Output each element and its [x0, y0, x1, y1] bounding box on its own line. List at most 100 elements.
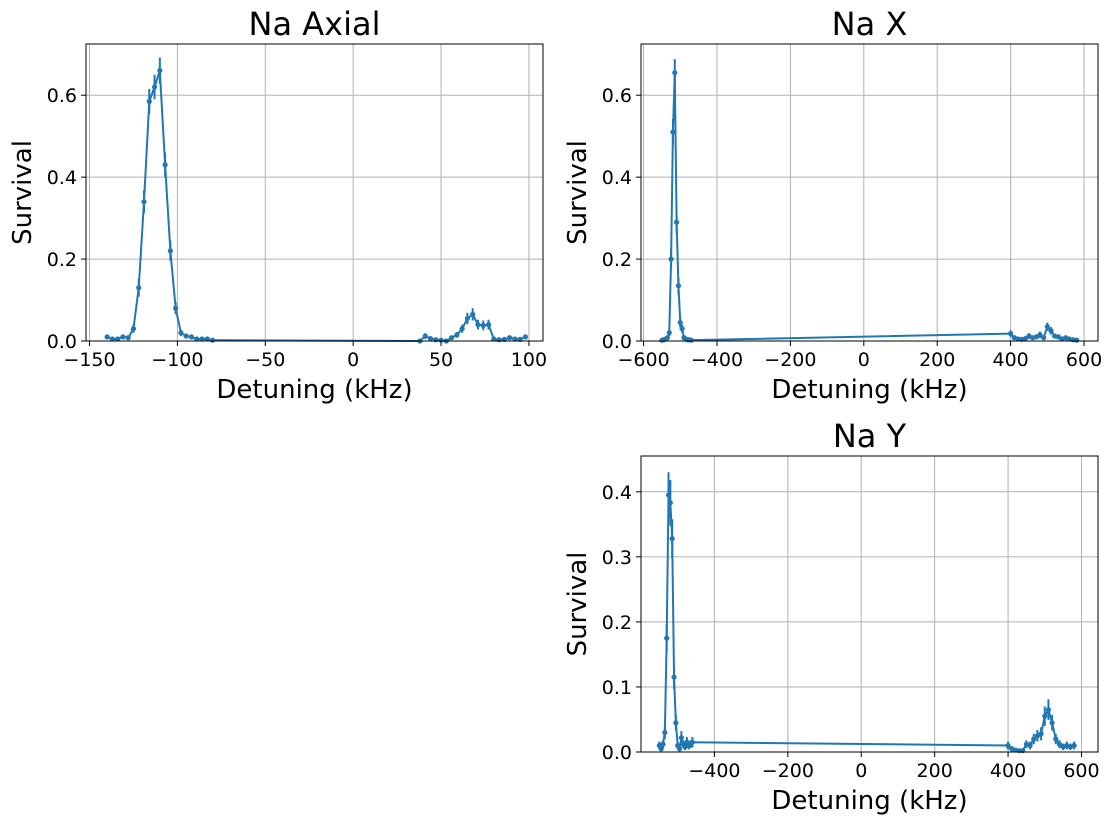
y-tick-label: 0.0 — [602, 742, 632, 764]
x-axis-label: Detuning (kHz) — [771, 786, 967, 816]
x-tick-label: −200 — [764, 349, 816, 371]
x-tick-label: −200 — [762, 760, 814, 782]
x-tick-label: 200 — [917, 760, 953, 782]
data-point — [125, 335, 131, 341]
data-point — [688, 337, 694, 343]
y-axis-label: Survival — [8, 140, 38, 245]
data-point — [470, 311, 476, 317]
series-line — [659, 59, 1080, 343]
data-point — [1020, 748, 1026, 754]
data-point — [157, 68, 163, 74]
data-point — [188, 334, 195, 340]
series-line — [104, 57, 529, 344]
data-point — [464, 315, 471, 322]
y-tick-label: 0.6 — [47, 85, 77, 107]
x-tick-label: −150 — [63, 349, 115, 371]
x-tick-label: 100 — [511, 349, 547, 371]
y-tick-label: 0.2 — [47, 249, 77, 271]
data-point — [1044, 324, 1050, 330]
x-tick-label: −600 — [617, 349, 669, 371]
data-point — [1037, 332, 1043, 338]
data-point — [658, 746, 664, 752]
data-point — [146, 98, 152, 104]
subplot-na-x: −600 −400 −200 0 200 400 600 0.0 0.2 0.4 0.6 Na X De… — [563, 5, 1102, 405]
y-tick-label: 0.6 — [602, 85, 632, 107]
data-point — [109, 336, 115, 342]
x-axis-label: Detuning (kHz) — [216, 375, 412, 405]
data-point — [1022, 335, 1028, 342]
y-tick-label: 0.0 — [602, 331, 632, 353]
data-point — [664, 335, 671, 341]
data-point — [677, 319, 683, 326]
axes-frame — [640, 455, 1099, 753]
data-point — [173, 305, 179, 311]
data-point — [422, 333, 428, 339]
data-point — [679, 326, 685, 332]
x-tick-label: −100 — [151, 349, 203, 371]
data-point — [670, 129, 676, 135]
data-point — [1027, 742, 1033, 749]
chart-title: Na Y — [833, 417, 907, 455]
x-tick-label: 50 — [429, 349, 453, 371]
data-point — [427, 335, 434, 342]
data-point — [475, 322, 481, 328]
data-point — [1053, 736, 1059, 742]
data-point — [1038, 731, 1044, 737]
data-point — [1074, 337, 1080, 343]
data-point — [459, 326, 465, 332]
y-tick-label: 0.0 — [47, 331, 77, 353]
data-point — [662, 729, 668, 736]
data-point — [1041, 335, 1047, 341]
data-point — [104, 334, 110, 340]
data-point — [672, 70, 678, 76]
series-path — [106, 69, 526, 342]
data-point — [199, 336, 205, 342]
x-tick-label: −400 — [691, 349, 743, 371]
x-tick-label: 400 — [990, 760, 1026, 782]
data-point — [669, 536, 675, 542]
x-tick-label: 200 — [919, 349, 955, 371]
y-tick-label: 0.1 — [602, 677, 632, 699]
series-line — [656, 472, 1077, 754]
data-point — [674, 219, 680, 225]
data-point — [1005, 742, 1011, 749]
y-axis-label: Survival — [563, 552, 593, 657]
data-point — [449, 335, 455, 341]
data-point — [204, 336, 210, 342]
chart-title: Na Axial — [249, 5, 381, 43]
x-tick-label: 600 — [1063, 760, 1099, 782]
data-point — [485, 322, 492, 328]
data-point — [675, 283, 682, 289]
data-point — [1045, 707, 1052, 713]
data-point — [1056, 741, 1063, 747]
data-point — [522, 334, 529, 340]
data-point — [665, 492, 672, 498]
data-point — [689, 739, 695, 745]
data-point — [120, 334, 126, 340]
series-path — [661, 71, 1077, 342]
subplot-na-axial: −150 −100 −50 0 50 100 0.0 0.2 0.4 0.6 Na Axial Det… — [8, 5, 547, 405]
data-point — [178, 330, 184, 336]
data-point — [1031, 736, 1037, 742]
data-point — [676, 746, 683, 752]
data-point — [115, 336, 121, 342]
data-point — [1048, 328, 1054, 334]
data-point — [507, 335, 513, 341]
y-axis-label: Survival — [563, 140, 593, 245]
y-tick-label: 0.4 — [602, 167, 632, 189]
series-path — [658, 494, 1075, 752]
data-point — [1008, 331, 1014, 337]
data-point — [454, 332, 460, 338]
data-point — [194, 336, 200, 342]
y-tick-label: 0.2 — [602, 612, 632, 634]
data-point — [678, 735, 684, 741]
data-point — [496, 337, 502, 343]
x-axis-label: Detuning (kHz) — [771, 375, 967, 405]
data-point — [673, 720, 679, 726]
data-point — [151, 84, 158, 90]
x-tick-label: 0 — [855, 760, 867, 782]
data-point — [141, 199, 147, 205]
data-point — [1049, 720, 1055, 726]
x-tick-label: 400 — [993, 349, 1029, 371]
